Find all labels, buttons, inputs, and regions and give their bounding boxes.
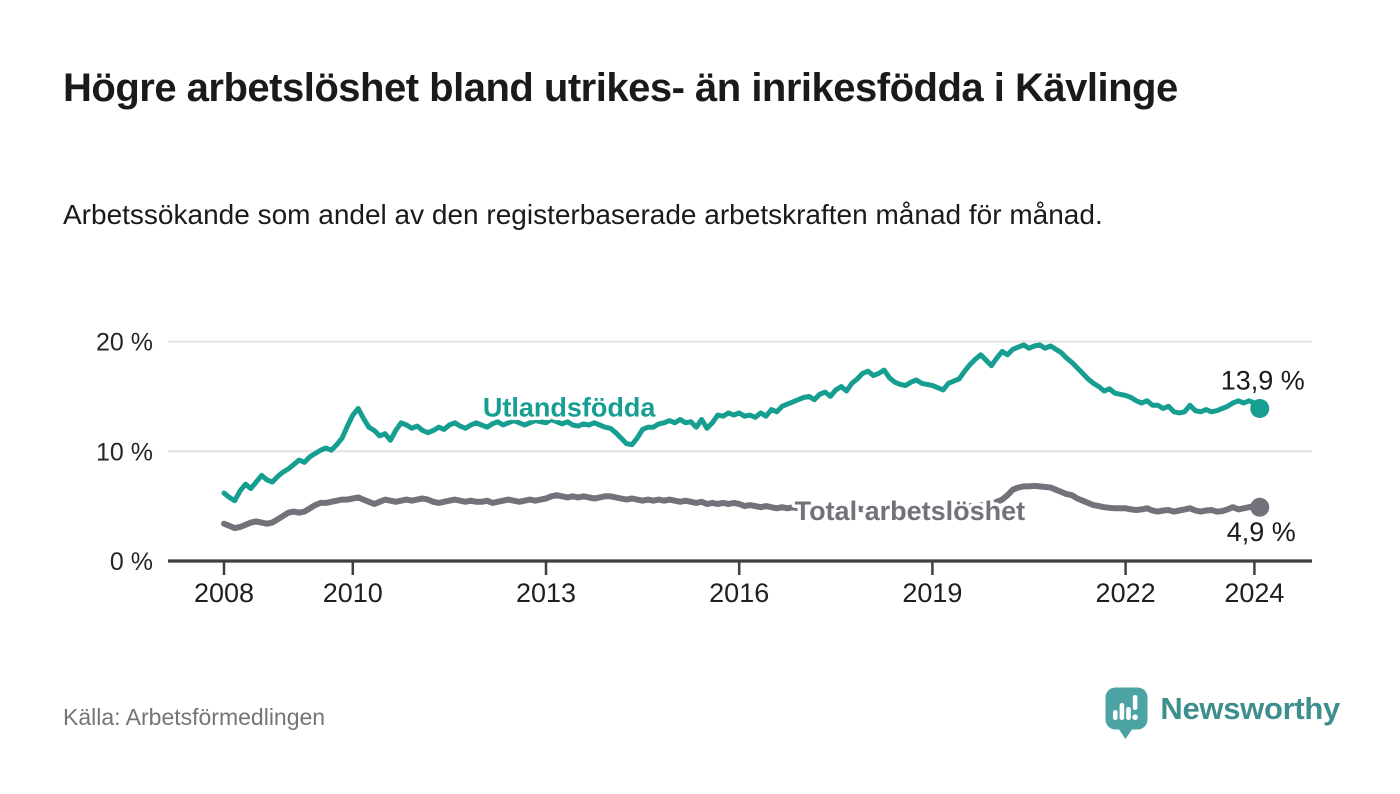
end-value-label-total-arbetsloshet: 4,9 % [1227,517,1296,547]
y-tick-label-10: 10 % [96,438,153,466]
series-label-total-arbetsloshet: Total arbetslöshet [795,496,1026,526]
brand-name: Newsworthy [1160,691,1340,726]
newsworthy-icon [1105,687,1148,739]
x-tick-label-2008: 2008 [194,578,254,608]
y-tick-label-0: 0 % [110,548,153,576]
end-value-label-utlandsfodda: 13,9 % [1221,366,1305,396]
series-endpoint-utlandsfodda [1250,399,1270,419]
x-tick-label-2024: 2024 [1224,578,1284,608]
brand-logo: Newsworthy [1104,686,1340,740]
series-endpoint-total-arbetsloshet [1250,497,1270,517]
series-label-utlandsfodda: Utlandsfödda [483,392,656,422]
x-tick-label-2013: 2013 [516,578,576,608]
x-tick-label-2022: 2022 [1096,578,1156,608]
page-title: Högre arbetslöshet bland utrikes- än inr… [63,66,1178,110]
x-tick-label-2010: 2010 [323,578,383,608]
source-note: Källa: Arbetsförmedlingen [63,704,326,730]
series-line-utlandsfodda [221,342,1263,504]
x-tick-label-2019: 2019 [902,578,962,608]
y-tick-label-20: 20 % [96,329,153,357]
page-subtitle: Arbetssökande som andel av den registerb… [63,199,1103,230]
x-tick-label-2016: 2016 [709,578,769,608]
series-line-total-arbetsloshet [221,482,1263,532]
